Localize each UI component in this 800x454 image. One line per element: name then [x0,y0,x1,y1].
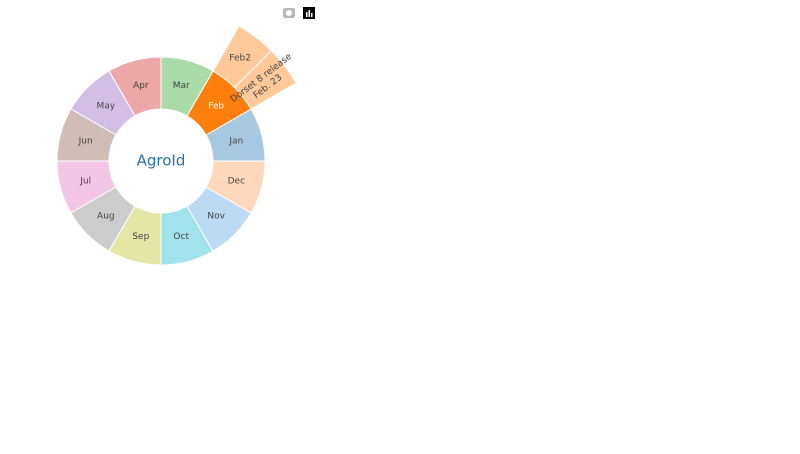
segment-label: Apr [133,81,149,91]
segment-label: Jul [79,177,91,187]
camera-lens [286,10,292,16]
segment-label: Mar [173,81,190,91]
sunburst-segment [205,160,266,214]
logo-bar [308,10,310,17]
root-label: AgroId [137,152,186,170]
segment-label: Sep [132,232,149,242]
segment-label: May [97,101,116,111]
sunburst-segment [212,25,273,89]
modebar[interactable] [283,7,315,19]
segment-label: Aug [97,212,115,222]
segment-label: Feb [208,101,224,111]
segment-label: Jun [78,136,93,146]
logo-bar [306,12,308,17]
root-node [109,109,213,213]
segment-label: Feb2 [229,53,251,63]
logo-bar [311,13,313,17]
segment-label: Dec [228,177,245,187]
segment-label: Jan [228,136,243,146]
segment-label: Oct [173,232,189,242]
segment-label: Nov [207,212,225,222]
